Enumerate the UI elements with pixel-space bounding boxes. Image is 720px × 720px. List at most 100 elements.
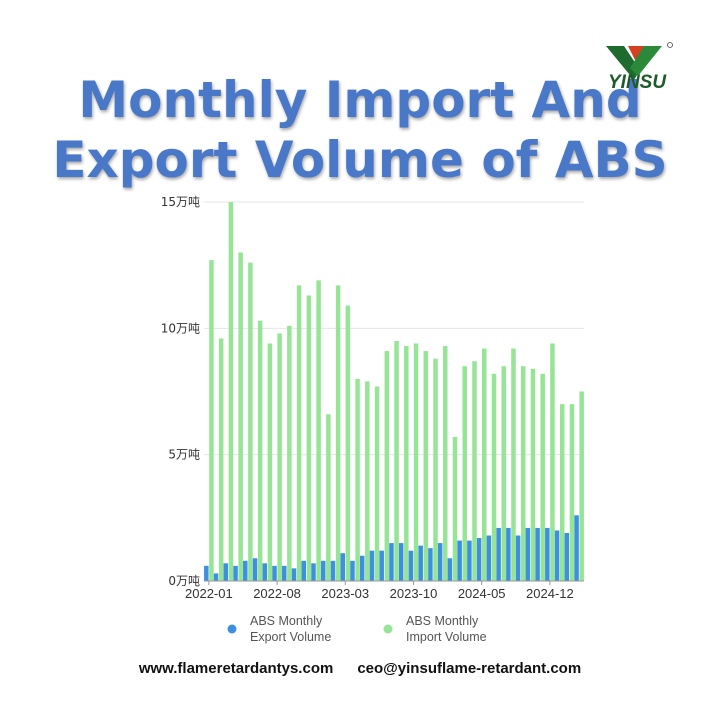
export-bar xyxy=(506,527,511,581)
import-bar xyxy=(540,373,545,581)
import-bar xyxy=(228,202,234,581)
import-bar xyxy=(559,404,565,581)
x-tick-label: 2024-12 xyxy=(526,586,574,601)
import-bar xyxy=(384,351,390,581)
import-bar xyxy=(433,358,438,581)
x-tick-label: 2022-01 xyxy=(185,586,233,601)
export-bar xyxy=(243,560,248,581)
import-bar xyxy=(257,320,263,581)
export-bar xyxy=(233,565,238,581)
export-bar xyxy=(554,530,560,581)
legend-swatch xyxy=(227,624,237,634)
y-tick-label: 0万吨 xyxy=(168,574,200,588)
import-bar xyxy=(238,252,243,582)
export-bar xyxy=(398,543,404,581)
y-tick-label: 5万吨 xyxy=(168,448,200,462)
import-bar xyxy=(394,340,399,581)
import-bar xyxy=(277,333,282,581)
y-tick-label: 15万吨 xyxy=(161,195,200,209)
export-bar xyxy=(564,532,570,581)
export-bar xyxy=(457,540,462,581)
import-bar xyxy=(491,373,497,581)
import-bar xyxy=(481,348,487,581)
title-line-1: Monthly Import And xyxy=(78,71,642,129)
legend-label-line: ABS Monthly xyxy=(250,614,323,628)
import-bar xyxy=(413,343,419,581)
legend-swatch xyxy=(383,624,393,634)
import-bar xyxy=(345,305,351,581)
logo-text: YINSU xyxy=(608,72,667,93)
export-bar xyxy=(262,563,268,581)
export-bar xyxy=(311,563,316,581)
import-bar xyxy=(520,366,526,581)
export-bar xyxy=(486,535,492,581)
export-bar xyxy=(272,565,277,581)
title-line-2: Export Volume of ABS xyxy=(52,131,668,189)
export-bar xyxy=(204,565,209,581)
export-bar xyxy=(496,527,501,581)
export-bar xyxy=(379,550,384,581)
import-bar xyxy=(355,378,360,581)
import-bar xyxy=(335,285,341,581)
export-bar xyxy=(447,558,453,581)
export-bar xyxy=(282,565,287,581)
export-bar xyxy=(340,553,345,581)
export-bar xyxy=(223,563,229,581)
bars-layer xyxy=(204,202,584,582)
export-bar xyxy=(369,550,375,581)
import-bar xyxy=(462,366,468,581)
import-bar xyxy=(306,295,312,581)
export-bar xyxy=(574,515,579,581)
import-bar xyxy=(326,414,331,581)
export-bar xyxy=(535,527,540,581)
import-bar xyxy=(511,348,516,581)
export-bar xyxy=(428,548,433,581)
legend: ABS Monthly Export Volume ABS Monthly Impor… xyxy=(227,614,487,644)
footer: www.flameretardantys.com ceo@yinsuflame-… xyxy=(0,660,720,677)
export-bar xyxy=(301,560,307,581)
export-bar xyxy=(350,560,355,581)
import-bar xyxy=(248,262,253,581)
import-bar xyxy=(472,361,477,581)
axis-layer: 0万吨 5万吨 10万吨 15万吨 2022-01 2022-08 2023-03 2023-… xyxy=(161,195,584,601)
x-tick-label: 2022-08 xyxy=(253,586,301,601)
import-bar xyxy=(287,325,292,581)
export-bar xyxy=(359,555,365,581)
footer-website: www.flameretardantys.com xyxy=(138,660,334,677)
legend-label-line: ABS Monthly xyxy=(406,614,479,628)
import-bar xyxy=(404,346,409,581)
import-bar xyxy=(579,391,584,581)
import-bar xyxy=(365,381,370,581)
import-bar xyxy=(374,386,380,581)
yinsu-logo-icon xyxy=(606,42,673,80)
y-tick-label: 10万吨 xyxy=(161,321,200,335)
footer-email: ceo@yinsuflame-retardant.com xyxy=(357,660,582,677)
export-bar xyxy=(389,543,394,581)
import-bar xyxy=(296,285,302,581)
import-bar xyxy=(501,366,506,581)
chart-title: Monthly Import And Export Volume of ABS xyxy=(0,70,720,190)
export-bar xyxy=(515,535,521,581)
export-bar xyxy=(291,568,297,581)
import-bar xyxy=(452,436,458,581)
x-tick-label: 2024-05 xyxy=(458,586,506,601)
legend-label-line: Export Volume xyxy=(250,630,331,644)
import-bar xyxy=(530,368,536,581)
x-tick-label: 2023-10 xyxy=(390,586,438,601)
import-bar xyxy=(569,404,575,581)
export-bar xyxy=(213,573,219,581)
export-bar xyxy=(525,527,531,581)
export-bar xyxy=(476,538,482,581)
import-bar xyxy=(550,343,555,581)
export-bar xyxy=(330,560,336,581)
import-bar xyxy=(443,346,448,581)
import-bar xyxy=(316,280,321,581)
export-bar xyxy=(418,545,423,581)
import-bar xyxy=(209,260,214,581)
export-bar xyxy=(320,560,326,581)
export-bar xyxy=(467,540,472,581)
import-bar xyxy=(267,343,273,581)
legend-label-line: Import Volume xyxy=(406,630,487,644)
export-bar xyxy=(545,527,550,581)
